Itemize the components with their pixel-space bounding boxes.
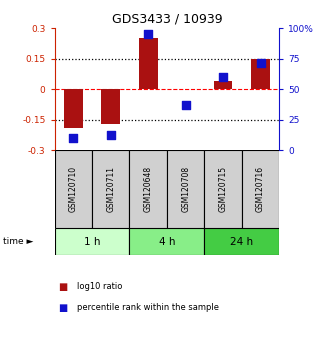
Text: percentile rank within the sample: percentile rank within the sample	[77, 303, 219, 313]
Text: 1 h: 1 h	[84, 236, 100, 247]
Text: 24 h: 24 h	[230, 236, 253, 247]
Bar	[204, 228, 279, 255]
Bar	[55, 228, 129, 255]
Text: GSM120716: GSM120716	[256, 166, 265, 212]
Title: GDS3433 / 10939: GDS3433 / 10939	[112, 13, 222, 26]
Point	[108, 132, 113, 137]
Bar	[139, 39, 158, 89]
Bar	[214, 81, 232, 89]
Point	[258, 60, 263, 65]
Text: GSM120710: GSM120710	[69, 166, 78, 212]
Text: log10 ratio: log10 ratio	[77, 282, 122, 291]
Bar	[101, 89, 120, 124]
Text: 4 h: 4 h	[159, 236, 175, 247]
Bar	[129, 228, 204, 255]
Bar	[167, 150, 204, 228]
Text: time ►: time ►	[3, 237, 34, 246]
Bar	[204, 150, 242, 228]
Text: ■: ■	[58, 303, 67, 313]
Bar	[129, 150, 167, 228]
Point	[183, 102, 188, 108]
Point	[221, 74, 226, 80]
Bar	[55, 150, 92, 228]
Bar	[242, 150, 279, 228]
Text: GSM120708: GSM120708	[181, 166, 190, 212]
Bar	[64, 89, 83, 128]
Bar	[251, 59, 270, 89]
Point	[71, 135, 76, 141]
Text: GSM120711: GSM120711	[106, 166, 115, 212]
Text: GSM120715: GSM120715	[219, 166, 228, 212]
Bar	[92, 150, 129, 228]
Text: ■: ■	[58, 282, 67, 292]
Text: GSM120648: GSM120648	[144, 166, 153, 212]
Point	[146, 32, 151, 37]
